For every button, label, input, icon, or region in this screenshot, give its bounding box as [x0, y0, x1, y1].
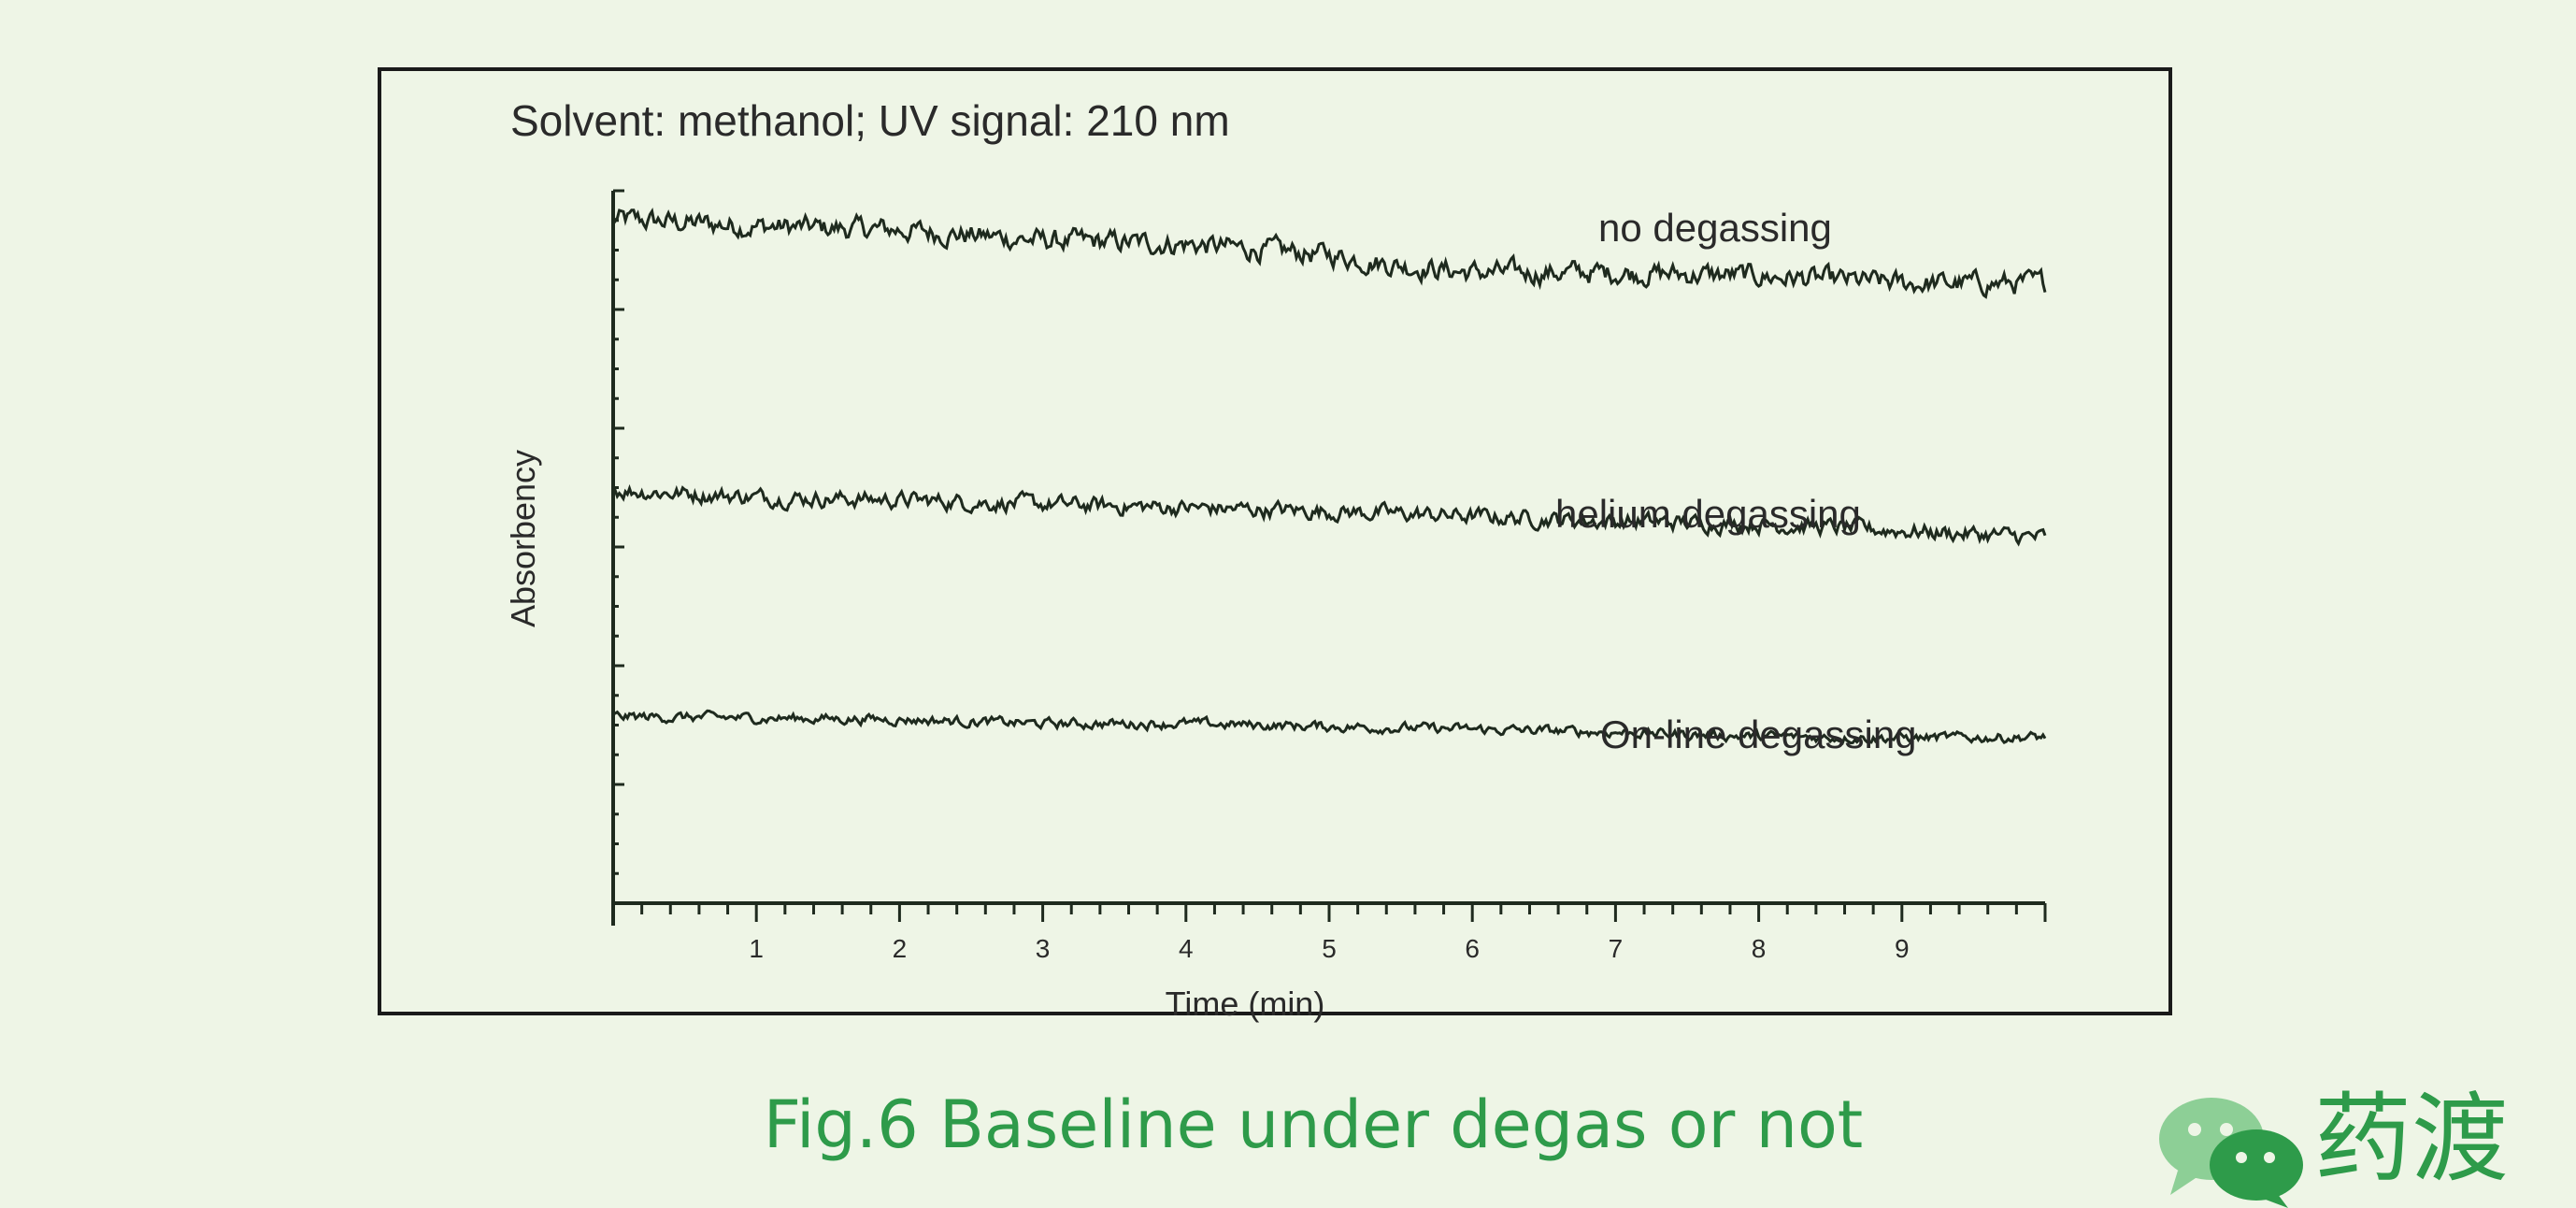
- series-label-1: no degassing: [1598, 206, 1832, 250]
- series-layer: [611, 208, 2047, 745]
- x-tick-label: 2: [893, 934, 908, 963]
- wechat-icon: [2159, 1098, 2303, 1208]
- logo-text: 药渡: [2314, 1082, 2510, 1196]
- x-tick-label: 7: [1609, 934, 1624, 963]
- series-line-1: [611, 208, 2047, 299]
- x-tick-label: 1: [749, 934, 764, 963]
- series-label-2: helium degassing: [1555, 492, 1861, 536]
- x-tick-label: 9: [1895, 934, 1910, 963]
- series-label-3: On-line degassing: [1600, 712, 1917, 756]
- x-tick-label: 6: [1465, 934, 1480, 963]
- x-axis-label: Time (min): [1166, 985, 1325, 1023]
- x-tick-label: 4: [1179, 934, 1194, 963]
- x-tick-label: 3: [1036, 934, 1051, 963]
- y-axis-label: Absorbency: [504, 450, 542, 627]
- x-tick-label: 5: [1322, 934, 1337, 963]
- series-line-2: [612, 483, 2047, 547]
- series-line-3: [612, 709, 2047, 745]
- chart-axes: 1 2 3 4 5 6 7 8 9: [611, 189, 2047, 963]
- chart-title: Solvent: methanol; UV signal: 210 nm: [510, 96, 1230, 145]
- x-tick-label: 8: [1752, 934, 1767, 963]
- series-labels: no degassing helium degassing On-line dega…: [1555, 206, 1917, 756]
- figure-caption: Fig.6 Baseline under degas or not: [763, 1086, 1864, 1163]
- brand-logo: 药渡: [2157, 1082, 2559, 1208]
